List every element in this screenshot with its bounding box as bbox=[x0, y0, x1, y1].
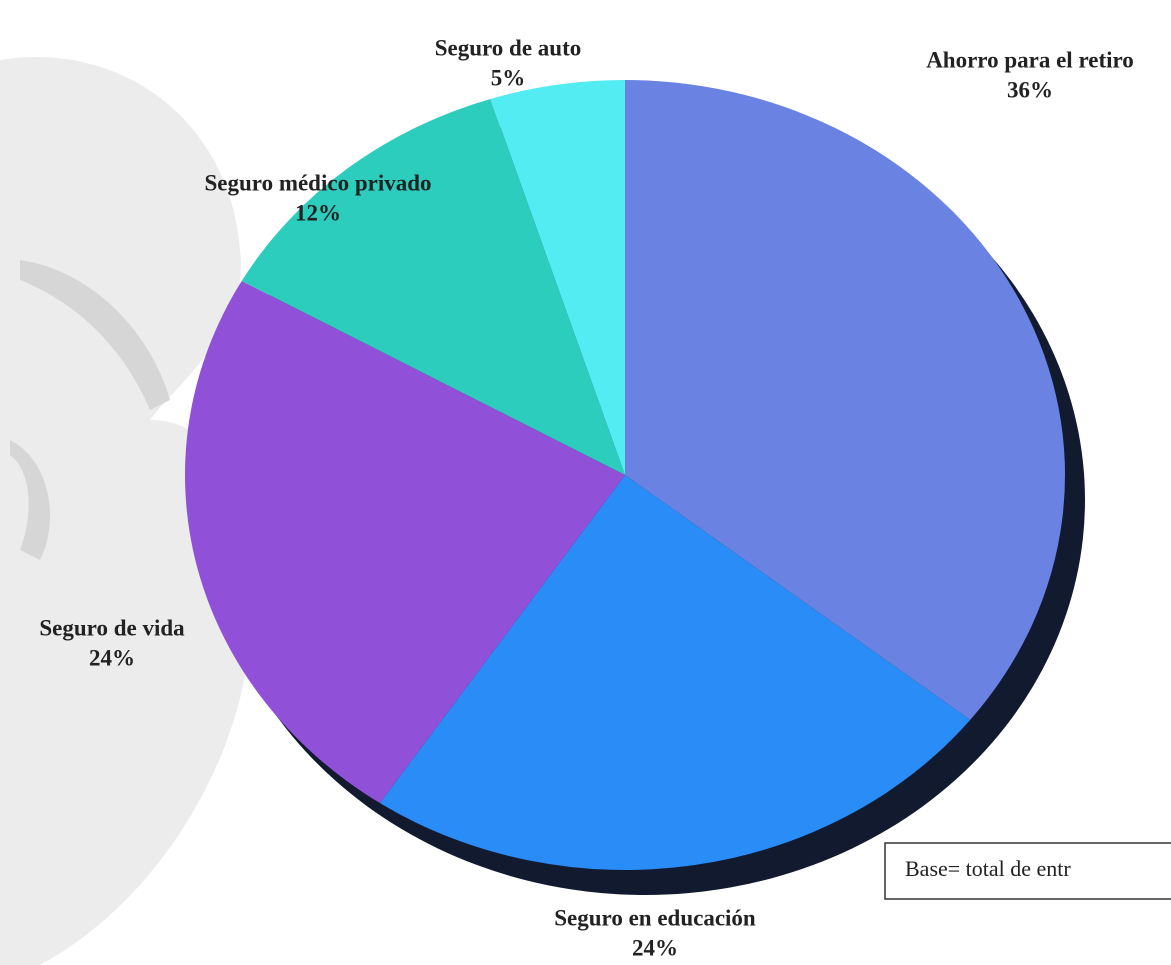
pie-slice bbox=[184, 281, 625, 804]
pie-slice bbox=[625, 80, 1065, 720]
slice-value-label: 5% bbox=[491, 65, 526, 90]
slice-value-label: 24% bbox=[89, 645, 135, 670]
slice-label: Seguro en educación bbox=[554, 905, 756, 930]
pie-slice bbox=[490, 80, 625, 475]
slice-value-label: 12% bbox=[295, 200, 341, 225]
slice-value-label: 36% bbox=[1007, 77, 1053, 102]
slice-label: Seguro de auto bbox=[435, 35, 582, 60]
slice-label: Ahorro para el retiro bbox=[926, 47, 1134, 72]
annotation: Base= total de entr bbox=[905, 856, 1071, 881]
pie-slice bbox=[379, 475, 971, 870]
slice-value-label: 24% bbox=[632, 935, 678, 960]
background-decoration bbox=[0, 56, 252, 965]
annotation-box bbox=[884, 842, 1171, 900]
slices bbox=[184, 80, 1065, 870]
slice-label: Seguro de vida bbox=[39, 615, 185, 640]
pie-slice bbox=[241, 98, 625, 475]
slice-label: Seguro médico privado bbox=[204, 170, 431, 195]
